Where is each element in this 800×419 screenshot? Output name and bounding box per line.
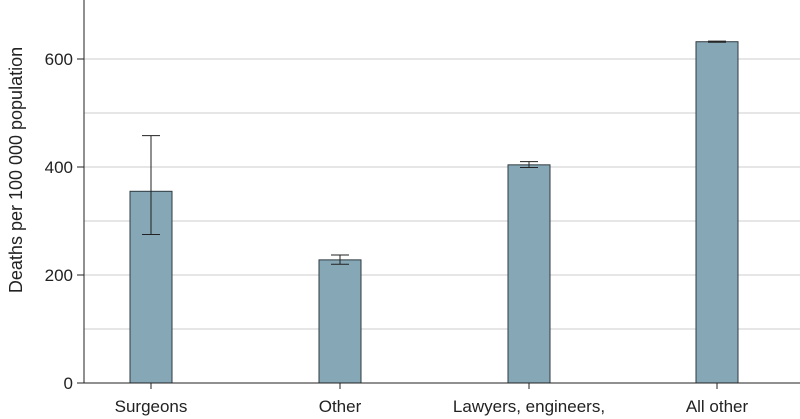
bars xyxy=(129,41,739,384)
y-tick-label: 0 xyxy=(64,374,73,393)
bar xyxy=(695,41,739,384)
x-category-label: All other xyxy=(686,397,749,416)
y-tick-label: 600 xyxy=(45,50,73,69)
x-category-label: Surgeons xyxy=(115,397,188,416)
y-axis-title: Deaths per 100 000 population xyxy=(6,47,26,293)
error-bar xyxy=(708,40,726,43)
x-category-label: Lawyers, engineers, xyxy=(453,397,605,416)
bar xyxy=(507,164,551,384)
bar xyxy=(318,259,362,384)
y-tick-label: 400 xyxy=(45,158,73,177)
error-bar xyxy=(142,135,160,235)
x-category-labels: Surgeons Other Lawyers, engineers, All othe… xyxy=(115,383,749,416)
error-bar xyxy=(520,161,538,169)
error-bar xyxy=(331,254,349,265)
error-bars xyxy=(142,40,726,265)
x-category-label: Other xyxy=(319,397,362,416)
y-tick-label: 200 xyxy=(45,266,73,285)
gridlines xyxy=(84,58,800,330)
y-ticks: 0 200 400 600 xyxy=(45,50,84,393)
